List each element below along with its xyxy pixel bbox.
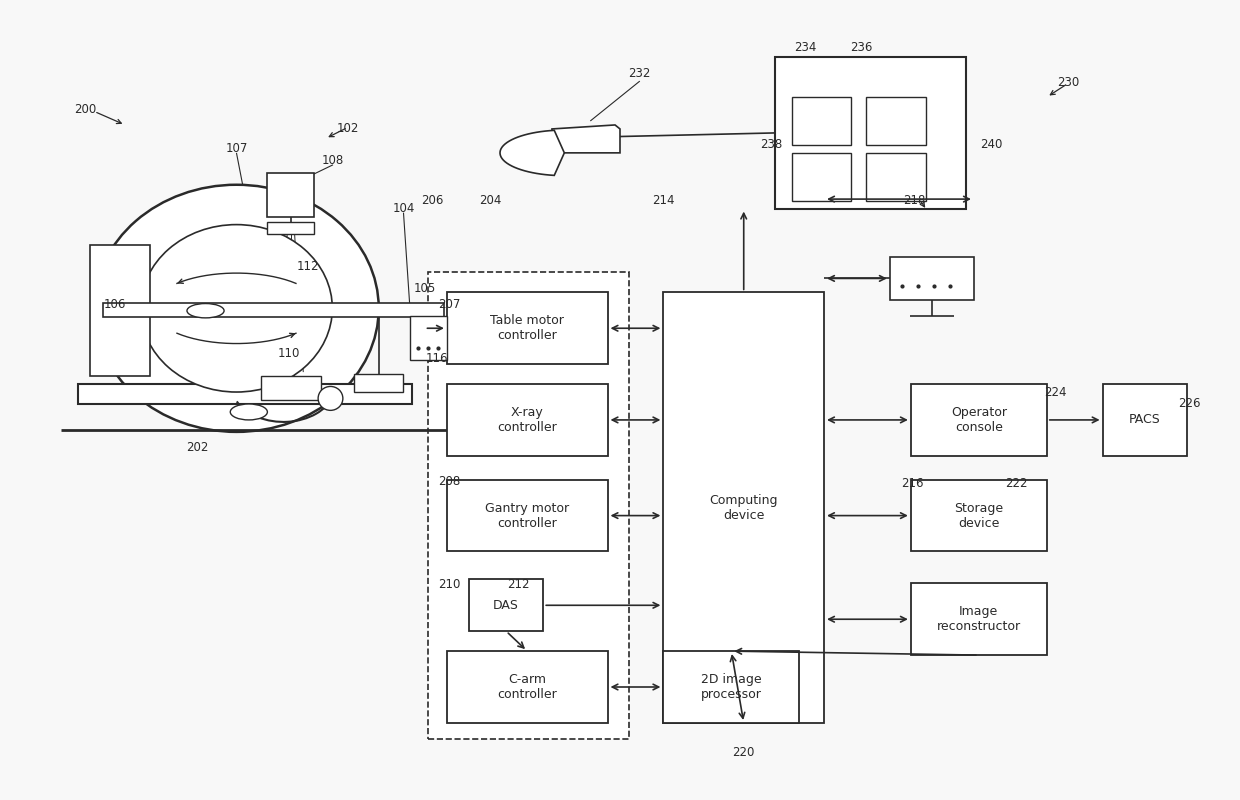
Text: 234: 234 <box>795 41 817 54</box>
Ellipse shape <box>231 404 268 420</box>
FancyBboxPatch shape <box>103 302 444 317</box>
FancyBboxPatch shape <box>663 651 800 723</box>
Text: 218: 218 <box>903 194 925 207</box>
FancyBboxPatch shape <box>446 651 608 723</box>
Text: X-ray
controller: X-ray controller <box>497 406 557 434</box>
Text: DAS: DAS <box>494 598 520 612</box>
FancyBboxPatch shape <box>262 376 321 400</box>
FancyBboxPatch shape <box>428 273 629 739</box>
Text: 110: 110 <box>278 347 300 360</box>
FancyBboxPatch shape <box>446 384 608 456</box>
Text: Image
reconstructor: Image reconstructor <box>936 606 1021 634</box>
Text: 207: 207 <box>438 298 460 311</box>
Text: 102: 102 <box>336 122 360 135</box>
Text: 240: 240 <box>980 138 1002 151</box>
Text: 116: 116 <box>425 352 448 365</box>
FancyBboxPatch shape <box>792 97 852 145</box>
Text: 236: 236 <box>851 41 873 54</box>
FancyBboxPatch shape <box>353 374 403 392</box>
Text: 105: 105 <box>413 282 435 295</box>
Text: 210: 210 <box>438 578 460 591</box>
Text: 106: 106 <box>104 298 126 311</box>
FancyBboxPatch shape <box>91 245 150 376</box>
Text: 222: 222 <box>1004 478 1027 490</box>
Text: 107: 107 <box>226 142 248 155</box>
Polygon shape <box>552 125 620 153</box>
Text: 226: 226 <box>1178 398 1200 410</box>
FancyBboxPatch shape <box>78 384 412 404</box>
Text: 220: 220 <box>733 746 755 759</box>
FancyBboxPatch shape <box>792 153 852 201</box>
FancyBboxPatch shape <box>890 257 973 300</box>
Text: Computing
device: Computing device <box>709 494 777 522</box>
FancyBboxPatch shape <box>867 153 925 201</box>
Text: 238: 238 <box>760 138 782 151</box>
Ellipse shape <box>140 225 332 392</box>
FancyBboxPatch shape <box>268 222 315 234</box>
Text: 212: 212 <box>507 578 529 591</box>
FancyBboxPatch shape <box>268 173 315 217</box>
Text: 202: 202 <box>186 442 208 454</box>
Ellipse shape <box>94 185 378 432</box>
FancyBboxPatch shape <box>469 579 543 631</box>
Text: Storage
device: Storage device <box>955 502 1003 530</box>
Text: 224: 224 <box>1044 386 1066 398</box>
Polygon shape <box>500 130 564 175</box>
Text: 214: 214 <box>652 194 675 207</box>
Text: 2D image
processor: 2D image processor <box>701 673 761 701</box>
Text: 232: 232 <box>629 66 651 80</box>
Text: Operator
console: Operator console <box>951 406 1007 434</box>
FancyBboxPatch shape <box>663 292 825 723</box>
FancyBboxPatch shape <box>910 480 1047 551</box>
Text: C-arm
controller: C-arm controller <box>497 673 557 701</box>
Text: 112: 112 <box>296 259 320 273</box>
Text: 230: 230 <box>1056 76 1079 90</box>
Text: 216: 216 <box>900 478 924 490</box>
Ellipse shape <box>187 303 224 318</box>
Text: 108: 108 <box>322 154 343 167</box>
Text: Table motor
controller: Table motor controller <box>490 314 564 342</box>
Ellipse shape <box>319 386 343 410</box>
Text: 208: 208 <box>438 475 460 488</box>
FancyBboxPatch shape <box>867 97 925 145</box>
FancyBboxPatch shape <box>1102 384 1187 456</box>
FancyBboxPatch shape <box>910 583 1047 655</box>
FancyBboxPatch shape <box>775 57 966 209</box>
FancyBboxPatch shape <box>446 292 608 364</box>
Text: 104: 104 <box>392 202 414 215</box>
FancyBboxPatch shape <box>910 384 1047 456</box>
Text: 204: 204 <box>479 194 501 207</box>
Text: 200: 200 <box>74 102 97 115</box>
FancyBboxPatch shape <box>446 480 608 551</box>
FancyBboxPatch shape <box>409 316 446 360</box>
Text: PACS: PACS <box>1128 414 1161 426</box>
Text: Gantry motor
controller: Gantry motor controller <box>485 502 569 530</box>
Text: 206: 206 <box>420 194 443 207</box>
